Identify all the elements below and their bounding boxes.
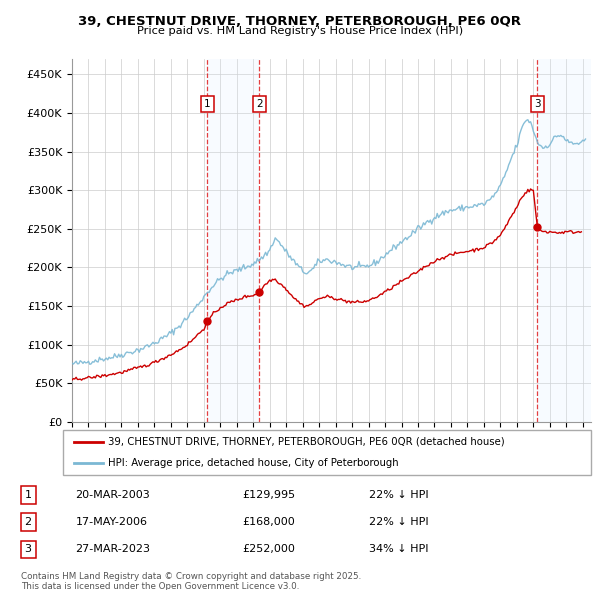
Text: 22% ↓ HPI: 22% ↓ HPI (369, 490, 429, 500)
Text: Price paid vs. HM Land Registry's House Price Index (HPI): Price paid vs. HM Land Registry's House … (137, 26, 463, 36)
Text: 39, CHESTNUT DRIVE, THORNEY, PETERBOROUGH, PE6 0QR: 39, CHESTNUT DRIVE, THORNEY, PETERBOROUG… (79, 15, 521, 28)
Text: 1: 1 (25, 490, 32, 500)
Text: 34% ↓ HPI: 34% ↓ HPI (369, 545, 428, 555)
Text: 27-MAR-2023: 27-MAR-2023 (76, 545, 151, 555)
Text: HPI: Average price, detached house, City of Peterborough: HPI: Average price, detached house, City… (108, 458, 398, 468)
FancyBboxPatch shape (63, 430, 591, 475)
Text: 39, CHESTNUT DRIVE, THORNEY, PETERBOROUGH, PE6 0QR (detached house): 39, CHESTNUT DRIVE, THORNEY, PETERBOROUG… (108, 437, 505, 447)
Bar (208, 59, 259, 422)
Text: 22% ↓ HPI: 22% ↓ HPI (369, 517, 429, 527)
Text: 20-MAR-2003: 20-MAR-2003 (76, 490, 150, 500)
Text: This data is licensed under the Open Government Licence v3.0.: This data is licensed under the Open Gov… (21, 582, 299, 590)
Text: 2: 2 (25, 517, 32, 527)
Text: £168,000: £168,000 (242, 517, 295, 527)
Text: 3: 3 (25, 545, 32, 555)
Bar (537, 59, 591, 422)
Text: Contains HM Land Registry data © Crown copyright and database right 2025.: Contains HM Land Registry data © Crown c… (21, 572, 361, 581)
Bar (537, 59, 591, 422)
Text: 1: 1 (204, 99, 211, 109)
Text: 2: 2 (256, 99, 263, 109)
Text: £129,995: £129,995 (242, 490, 296, 500)
Text: £252,000: £252,000 (242, 545, 295, 555)
Text: 17-MAY-2006: 17-MAY-2006 (76, 517, 148, 527)
Text: 3: 3 (534, 99, 541, 109)
